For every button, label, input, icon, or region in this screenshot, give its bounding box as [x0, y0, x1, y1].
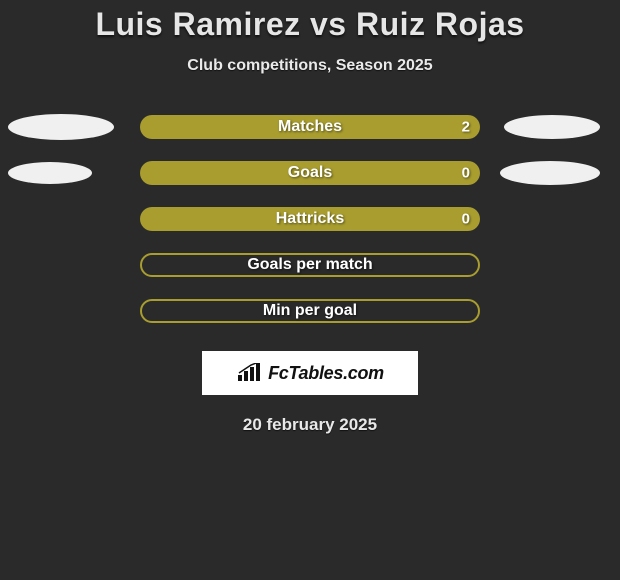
stat-row: Hattricks 0: [0, 207, 620, 231]
stat-value: 2: [462, 119, 470, 136]
player2-ellipse: [500, 161, 600, 185]
bar-chart-icon: [236, 363, 262, 383]
stat-bar: Goals per match: [140, 253, 480, 277]
stat-bar: Min per goal: [140, 299, 480, 323]
stat-row: Min per goal: [0, 299, 620, 323]
stat-label: Goals per match: [247, 256, 372, 274]
stat-rows: Matches 2 Goals 0 Hattricks 0 Goals per match M…: [0, 115, 620, 323]
stat-row: Matches 2: [0, 115, 620, 139]
footer-date: 20 february 2025: [0, 415, 620, 435]
stat-label: Goals: [288, 164, 332, 182]
player1-ellipse: [8, 114, 114, 140]
stat-row: Goals 0: [0, 161, 620, 185]
stat-label: Min per goal: [263, 302, 357, 320]
page-subtitle: Club competitions, Season 2025: [0, 57, 620, 75]
player2-ellipse: [504, 115, 600, 139]
logo-box: FcTables.com: [202, 351, 418, 395]
logo-text: FcTables.com: [268, 363, 384, 384]
stat-bar: Goals 0: [140, 161, 480, 185]
player1-ellipse: [8, 162, 92, 184]
stat-bar: Hattricks 0: [140, 207, 480, 231]
stat-value: 0: [462, 211, 470, 228]
comparison-infographic: Luis Ramirez vs Ruiz Rojas Club competit…: [0, 0, 620, 580]
stat-value: 0: [462, 165, 470, 182]
stat-label: Hattricks: [276, 210, 344, 228]
stat-label: Matches: [278, 118, 342, 136]
stat-row: Goals per match: [0, 253, 620, 277]
page-title: Luis Ramirez vs Ruiz Rojas: [0, 6, 620, 43]
stat-bar: Matches 2: [140, 115, 480, 139]
